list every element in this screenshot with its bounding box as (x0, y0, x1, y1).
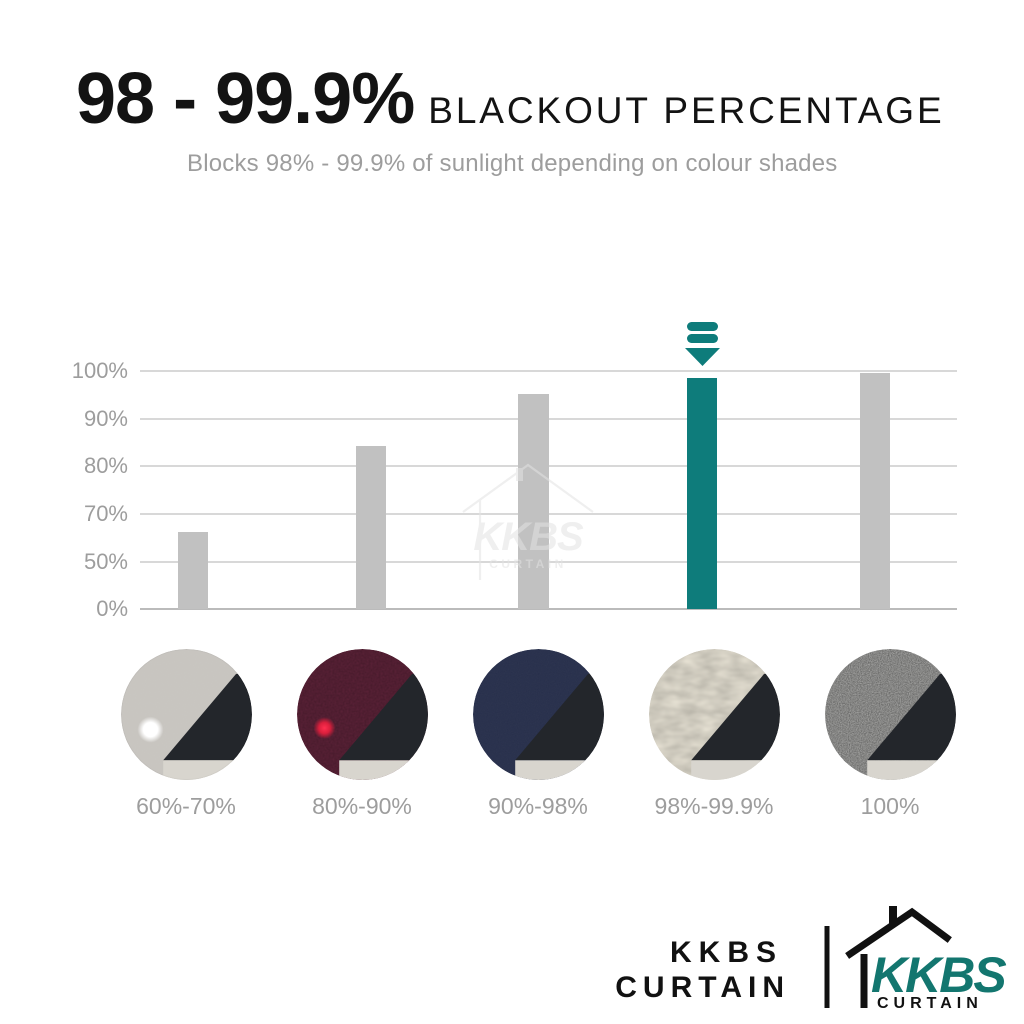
svg-text:CURTAIN: CURTAIN (615, 971, 790, 1004)
svg-text:CURTAIN: CURTAIN (877, 995, 983, 1012)
svg-text:KKBS: KKBS (670, 936, 783, 969)
